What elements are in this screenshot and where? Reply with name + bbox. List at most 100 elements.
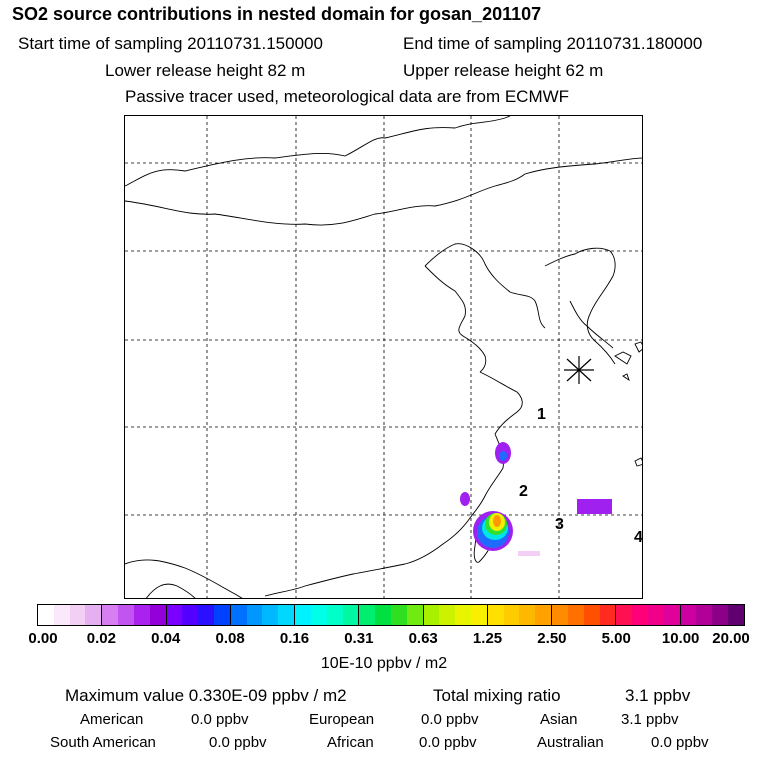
colorbar-segment (487, 605, 553, 625)
colorbar-swatch (535, 605, 552, 625)
colorbar-swatch (118, 605, 134, 625)
region-name: European (309, 711, 375, 728)
colorbar-swatch (423, 605, 440, 625)
colorbar-swatch (213, 605, 230, 625)
region-value: 0.0 ppbv (421, 711, 479, 728)
map-canvas (125, 116, 642, 598)
colorbar-tick-label: 0.31 (344, 630, 374, 647)
colorbar-swatch (390, 605, 407, 625)
colorbar-swatch (439, 605, 456, 625)
colorbar-swatch (696, 605, 713, 625)
colorbar-segment (102, 605, 167, 625)
colorbar-swatch (599, 605, 616, 625)
total-mixing-label: Total mixing ratio (433, 686, 561, 705)
colorbar-segment (423, 605, 488, 625)
colorbar-swatch (375, 605, 391, 625)
colorbar-swatch (648, 605, 664, 625)
coast-bohai (424, 265, 487, 373)
colorbar-swatch (519, 605, 536, 625)
region-name: American (80, 711, 144, 728)
plume-faint (518, 551, 540, 556)
lower-release-label: Lower release height 82 m (105, 61, 306, 80)
colorbar-swatch (278, 605, 295, 625)
colorbar-swatch (166, 605, 183, 625)
plume-east (577, 499, 612, 514)
colorbar-swatch (133, 605, 150, 625)
colorbar-swatch (663, 605, 680, 625)
border-southwest (145, 583, 196, 598)
colorbar-segment (680, 605, 744, 625)
colorbar-tick-label: 10.00 (661, 630, 700, 647)
coast-east-china (264, 433, 504, 597)
colorbar-swatch (583, 605, 600, 625)
colorbar-swatch (455, 605, 472, 625)
colorbar-swatch (503, 605, 520, 625)
colorbar-swatch (53, 605, 70, 625)
colorbar-segment (166, 605, 231, 625)
region-name: Asian (540, 711, 578, 728)
colorbar-segment (552, 605, 617, 625)
marker-3: 3 (555, 516, 564, 533)
region-value: 0.0 ppbv (419, 734, 477, 751)
colorbar-tick-label: 5.00 (601, 630, 631, 647)
colorbar-swatch (359, 605, 376, 625)
coast-liaodong (424, 243, 546, 329)
border-south (125, 559, 243, 598)
colorbar-swatch (149, 605, 166, 625)
coast-korea-south (569, 300, 614, 349)
colorbar-tick-label: 0.08 (215, 630, 245, 647)
colorbar-swatch (567, 605, 584, 625)
map-panel: 1 2 3 4 (124, 115, 643, 599)
colorbar-swatch (85, 605, 102, 625)
colorbar-swatch (198, 605, 214, 625)
coast-shandong (479, 371, 523, 435)
marker-2: 2 (519, 483, 528, 500)
upper-release-label: Upper release height 62 m (403, 61, 604, 80)
border-northeast (125, 157, 642, 226)
coast-japan (614, 341, 642, 365)
region-value: 0.0 ppbv (191, 711, 249, 728)
marker-1: 1 (537, 406, 546, 423)
colorbar-swatch (310, 605, 327, 625)
colorbar-swatch (246, 605, 263, 625)
colorbar-swatch (326, 605, 343, 625)
coast-islands (622, 373, 642, 467)
colorbar-swatch (262, 605, 279, 625)
colorbar-segment (359, 605, 424, 625)
region-value: 3.1 ppbv (621, 711, 679, 728)
colorbar-swatch (102, 605, 119, 625)
colorbar-swatch (69, 605, 86, 625)
colorbar-segment (230, 605, 296, 625)
colorbar-tick-label: 0.04 (151, 630, 181, 647)
colorbar-tick-label: 1.25 (472, 630, 503, 647)
colorbar-swatch (680, 605, 697, 625)
marker-4: 4 (634, 529, 643, 546)
colorbar-segment (616, 605, 681, 625)
max-value-label: Maximum value 0.330E-09 ppbv / m2 (65, 686, 347, 705)
colorbar-swatch (728, 605, 744, 625)
colorbar-swatch (230, 605, 247, 625)
colorbar-swatch (552, 605, 568, 625)
region-name: South American (50, 734, 156, 751)
colorbar-swatch (295, 605, 311, 625)
region-value: 0.0 ppbv (209, 734, 267, 751)
coastlines (125, 116, 642, 598)
colorbar (37, 604, 745, 626)
start-time-label: Start time of sampling 20110731.150000 (18, 34, 323, 53)
colorbar-swatch (471, 605, 487, 625)
border-north (125, 116, 511, 187)
figure-title: SO2 source contributions in nested domai… (12, 4, 542, 24)
plume-west (460, 492, 470, 506)
region-value: 0.0 ppbv (651, 734, 709, 751)
tracer-note: Passive tracer used, meteorological data… (125, 87, 570, 106)
region-name: African (327, 734, 374, 751)
colorbar-swatch (342, 605, 359, 625)
colorbar-swatch (632, 605, 649, 625)
colorbar-tick-label: 0.00 (28, 630, 58, 647)
plume-taiwan-orange (493, 515, 501, 527)
site-marker-icon (564, 356, 594, 384)
total-mixing-value: 3.1 ppbv (625, 686, 691, 705)
colorbar-swatch (38, 605, 54, 625)
colorbar-tick-label: 0.63 (408, 630, 438, 647)
colorbar-tick-label: 0.16 (279, 630, 310, 647)
